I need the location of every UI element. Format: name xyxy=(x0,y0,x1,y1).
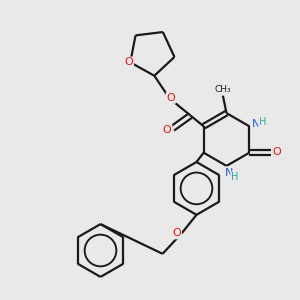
Text: CH₃: CH₃ xyxy=(214,85,231,94)
Text: H: H xyxy=(259,116,266,127)
Text: N: N xyxy=(252,119,260,129)
Text: O: O xyxy=(172,228,181,239)
Text: O: O xyxy=(272,147,281,157)
Text: O: O xyxy=(163,125,172,135)
Text: N: N xyxy=(225,167,233,178)
Text: O: O xyxy=(167,93,176,103)
Text: H: H xyxy=(231,172,239,182)
Text: O: O xyxy=(124,57,133,68)
